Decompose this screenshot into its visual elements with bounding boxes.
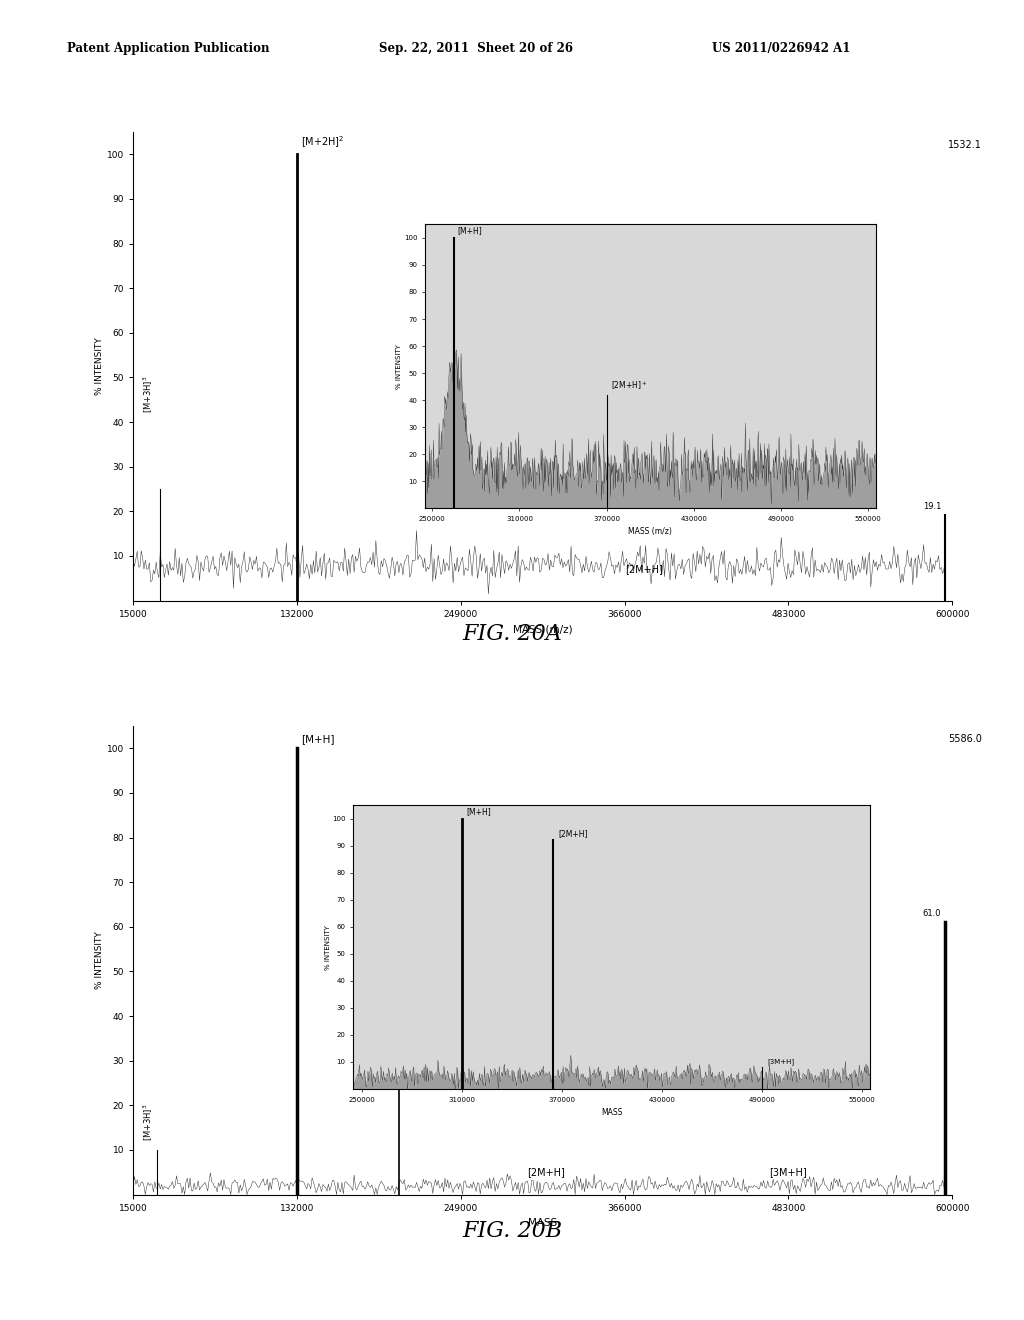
Text: [M+H]: [M+H]: [457, 226, 481, 235]
Text: [M+3H]$^3$: [M+3H]$^3$: [142, 376, 155, 413]
Text: FIG. 20A: FIG. 20A: [462, 623, 562, 645]
Text: [2M+H]: [2M+H]: [558, 829, 588, 838]
Text: 1532.1: 1532.1: [948, 140, 982, 150]
Text: 61.0: 61.0: [923, 909, 941, 917]
Text: [M+3H]$^3$: [M+3H]$^3$: [142, 1104, 155, 1140]
Text: US 2011/0226942 A1: US 2011/0226942 A1: [712, 42, 850, 55]
Text: Sep. 22, 2011  Sheet 20 of 26: Sep. 22, 2011 Sheet 20 of 26: [379, 42, 572, 55]
Text: [M+2H]$^2$: [M+2H]$^2$: [356, 954, 396, 968]
Y-axis label: % INTENSITY: % INTENSITY: [325, 925, 331, 969]
Y-axis label: % INTENSITY: % INTENSITY: [95, 932, 104, 989]
Text: [2M+H]$^+$: [2M+H]$^+$: [611, 380, 647, 392]
Text: [M+2H]$^2$: [M+2H]$^2$: [301, 135, 344, 150]
Text: [3M+H]: [3M+H]: [767, 1057, 794, 1065]
Text: [2M+H]: [2M+H]: [527, 1167, 565, 1176]
X-axis label: MASS: MASS: [528, 1218, 557, 1228]
Text: 19.1: 19.1: [923, 502, 941, 511]
Text: [M+H]: [M+H]: [467, 807, 492, 816]
Text: FIG. 20B: FIG. 20B: [462, 1220, 562, 1242]
Text: 5586.0: 5586.0: [948, 734, 982, 744]
Y-axis label: % INTENSITY: % INTENSITY: [396, 345, 402, 388]
X-axis label: MASS (m/z): MASS (m/z): [629, 528, 672, 536]
X-axis label: MASS (m/z): MASS (m/z): [513, 624, 572, 634]
Text: Patent Application Publication: Patent Application Publication: [67, 42, 269, 55]
Y-axis label: % INTENSITY: % INTENSITY: [95, 338, 104, 395]
Text: [M+H]: [M+H]: [301, 734, 335, 744]
Text: [3M+H]: [3M+H]: [770, 1167, 807, 1176]
Text: [2M+H]: [2M+H]: [626, 564, 664, 574]
X-axis label: MASS: MASS: [601, 1109, 623, 1117]
